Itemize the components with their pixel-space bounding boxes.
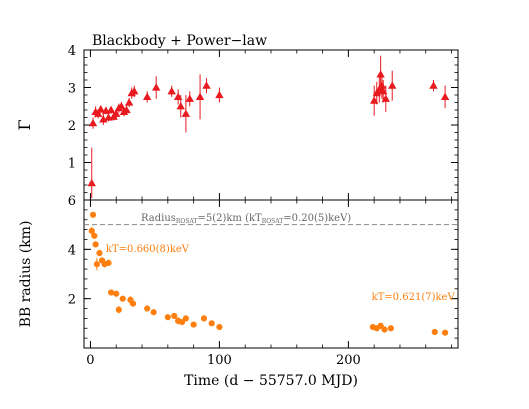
ref-label-sub1: ROSAT	[176, 218, 198, 225]
bb-radius-data-point	[381, 326, 388, 333]
bb-radius-data-point	[431, 328, 438, 336]
gamma-data-point	[88, 118, 98, 127]
gamma-ytick-label: 1	[68, 157, 76, 172]
gamma-data-point	[440, 92, 450, 101]
time-axis-label: Time (d − 55757.0 MJD)	[184, 373, 358, 389]
bb-radius-ytick-label: 2	[68, 293, 76, 308]
gamma-ytick-label: 2	[68, 119, 76, 134]
gamma-panel-ticks	[84, 49, 458, 201]
bb-radius-data-point	[105, 259, 112, 266]
bb-radius-data-point	[190, 321, 197, 328]
ref-label-end: =0.20(5)keV)	[283, 213, 351, 224]
gamma-data-point	[176, 102, 185, 110]
kt-annotation-late: kT=0.621(7)keV	[372, 292, 456, 303]
bb-radius-data-point	[129, 300, 137, 307]
bb-radius-data-point	[164, 314, 171, 321]
bb-radius-data-point	[96, 249, 103, 257]
bb-radius-axis-label: BB radius (km)	[18, 221, 34, 328]
bb-radius-panel: RadiusROSAT=5(2)km (kTROSAT=0.20(5)keV) …	[18, 194, 459, 389]
bb-radius-data-point	[144, 305, 151, 312]
bb-radius-data-point	[119, 295, 126, 302]
gamma-panel-title: Blackbody + Power−law	[92, 33, 267, 49]
bb-radius-panel-ticks	[84, 199, 458, 349]
kt-annotation-early: kT=0.660(8)keV	[106, 244, 190, 255]
gamma-panel-marks	[87, 55, 450, 199]
bb-radius-data-point	[200, 315, 208, 322]
bb-radius-data-point	[113, 290, 120, 297]
bb-radius-data-point	[208, 320, 215, 327]
gamma-data-point	[202, 81, 211, 89]
gamma-data-point	[388, 81, 397, 89]
bb-radius-data-point	[89, 211, 97, 218]
bb-radius-data-point	[377, 322, 384, 329]
gamma-data-point	[142, 92, 152, 101]
bb-radius-data-point	[150, 309, 157, 316]
gamma-data-point	[377, 81, 387, 89]
gamma-data-point	[87, 178, 96, 187]
gamma-panel: 1 2 3 4 Blackbody + Power−law Γ	[15, 33, 459, 201]
gamma-panel-tick-labels: 1 2 3 4	[68, 44, 76, 172]
bb-radius-panel-tick-labels: 2 4 6 0 100 200	[68, 194, 361, 368]
bb-radius-data-point	[93, 261, 100, 268]
time-xtick-label: 0	[86, 353, 94, 368]
gamma-data-point	[124, 98, 134, 106]
gamma-data-point	[112, 109, 121, 117]
gamma-data-point	[99, 115, 108, 123]
gamma-data-point	[181, 109, 191, 117]
gamma-ytick-label: 4	[68, 44, 76, 59]
gamma-data-point	[167, 87, 176, 95]
bb-radius-ytick-label: 4	[68, 243, 76, 258]
time-xtick-label: 200	[336, 353, 361, 368]
bb-radius-data-point	[91, 232, 98, 239]
gamma-data-point	[381, 94, 390, 102]
bb-radius-panel-marks	[88, 211, 449, 336]
gamma-data-point	[195, 92, 205, 101]
gamma-data-point	[106, 105, 116, 114]
bb-radius-data-point	[115, 306, 122, 313]
gamma-data-point	[376, 70, 385, 78]
ref-label-sub2: ROSAT	[262, 218, 284, 225]
gamma-data-point	[215, 90, 224, 99]
bb-radius-data-point	[178, 319, 186, 326]
bb-radius-data-point	[387, 325, 395, 332]
bb-radius-data-point	[171, 312, 178, 320]
ref-label-mid: =5(2)km (kT	[197, 213, 262, 224]
gamma-data-point	[93, 109, 103, 117]
gamma-data-point	[130, 87, 139, 95]
bb-radius-data-point	[442, 329, 449, 336]
rosat-reference-label: RadiusROSAT=5(2)km (kTROSAT=0.20(5)keV)	[141, 213, 351, 225]
bb-radius-data-point	[92, 241, 99, 248]
bb-radius-data-point	[107, 289, 115, 296]
bb-radius-ytick-label: 6	[68, 194, 76, 209]
gamma-data-point	[429, 81, 438, 89]
ref-label-main: Radius	[141, 213, 176, 224]
gamma-data-point	[185, 94, 194, 102]
bb-radius-data-point	[216, 323, 223, 331]
gamma-axis-label: Γ	[15, 119, 34, 130]
gamma-data-point	[152, 83, 161, 91]
bb-radius-data-point	[88, 227, 95, 234]
gamma-data-point	[122, 105, 131, 114]
gamma-data-point	[96, 105, 105, 113]
bb-radius-data-point	[182, 315, 189, 322]
gamma-panel-frame	[83, 49, 459, 201]
time-xtick-label: 100	[207, 353, 232, 368]
gamma-ytick-label: 3	[68, 82, 76, 97]
